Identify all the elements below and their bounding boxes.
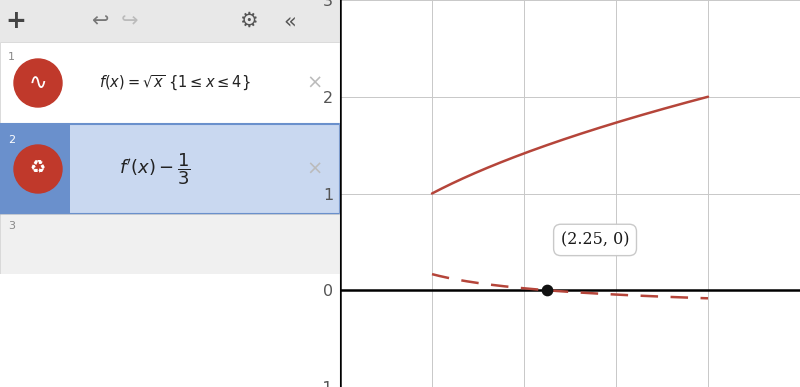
Circle shape (14, 145, 62, 193)
Bar (0, 124, 340, 214)
Text: $f(x) = \sqrt{x}\ \{1 \leq x \leq 4\}$: $f(x) = \sqrt{x}\ \{1 \leq x \leq 4\}$ (99, 74, 250, 92)
Text: $f'(x) - \dfrac{1}{3}$: $f'(x) - \dfrac{1}{3}$ (119, 151, 191, 187)
Text: «: « (284, 11, 296, 31)
Text: 3: 3 (8, 221, 15, 231)
Circle shape (14, 59, 62, 107)
Text: ×: × (307, 159, 323, 178)
Bar (0, 124, 70, 214)
Text: ∿: ∿ (29, 73, 47, 93)
Text: 1: 1 (8, 52, 15, 62)
Bar (0, 214, 340, 274)
Bar (0, 274, 340, 387)
Text: ♻: ♻ (30, 160, 46, 178)
Text: (2.25, 0): (2.25, 0) (561, 231, 630, 248)
Text: ↪: ↪ (122, 11, 138, 31)
Text: +: + (6, 9, 26, 33)
Point (541, 287, 554, 293)
Text: ↩: ↩ (91, 11, 109, 31)
Text: 2: 2 (8, 135, 15, 145)
Bar (0, 0, 340, 42)
Text: ⚙: ⚙ (238, 11, 258, 31)
Text: ×: × (307, 74, 323, 92)
Bar (0, 42, 340, 124)
